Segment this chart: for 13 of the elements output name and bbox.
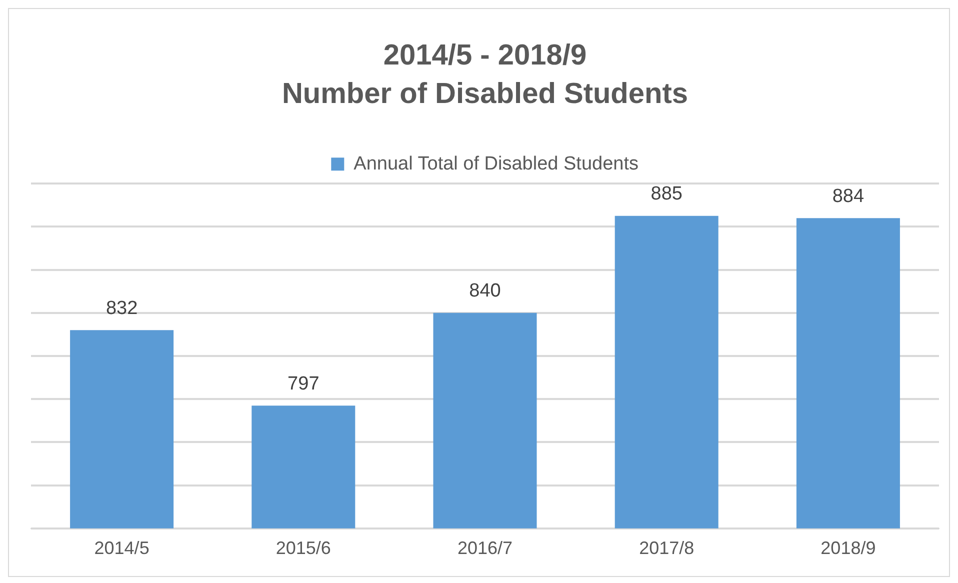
x-tick-label: 2014/5 <box>94 538 150 558</box>
x-tick-label: 2017/8 <box>639 538 694 558</box>
x-tick-label: 2018/9 <box>820 538 876 558</box>
chart-title: 2014/5 - 2018/9 <box>383 39 587 72</box>
x-tick-label: 2015/6 <box>276 538 331 558</box>
chart-subtitle: Number of Disabled Students <box>282 78 688 110</box>
data-label: 885 <box>650 184 682 205</box>
data-label: 832 <box>106 298 138 319</box>
data-label: 884 <box>832 186 864 207</box>
x-tick-label: 2016/7 <box>457 538 513 558</box>
data-label: 797 <box>288 373 320 394</box>
legend-label: Annual Total of Disabled Students <box>354 153 638 174</box>
data-label: 840 <box>469 280 501 302</box>
